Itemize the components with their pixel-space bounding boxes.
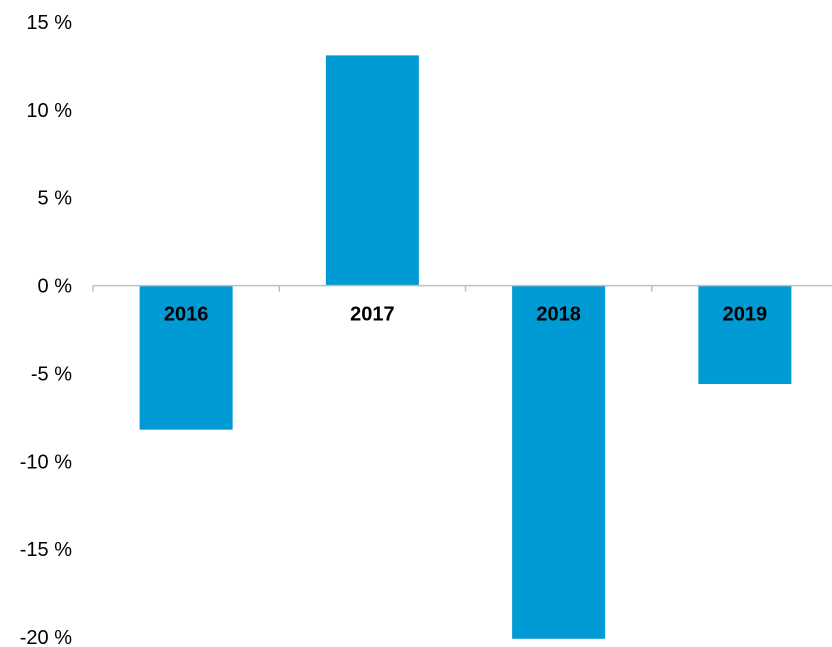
x-tick-label: 2019 [723,304,768,326]
x-axis [92,284,832,292]
y-tick-label: 0 % [38,276,73,298]
x-tick-label: 2018 [536,304,581,326]
y-tick-label: 15 % [26,12,72,34]
category-labels: 2016 2017 2018 2019 [164,304,767,326]
y-tick-label: -5 % [31,363,72,385]
bar [698,285,792,384]
bar [512,285,606,639]
x-tick-label: 2016 [164,304,209,326]
y-tick-label: 10 % [26,100,72,122]
bar [139,285,233,430]
x-tick-label: 2017 [350,304,395,326]
y-tick-label: -10 % [20,451,72,473]
y-tick-label: 5 % [38,188,73,210]
bar [325,55,419,286]
y-axis-tick-labels: 15 % 10 % 5 % 0 % -5 % -10 % -15 % -20 % [20,12,72,647]
y-tick-label: -15 % [20,539,72,561]
y-tick-label: -20 % [20,627,72,647]
bars [139,55,792,639]
